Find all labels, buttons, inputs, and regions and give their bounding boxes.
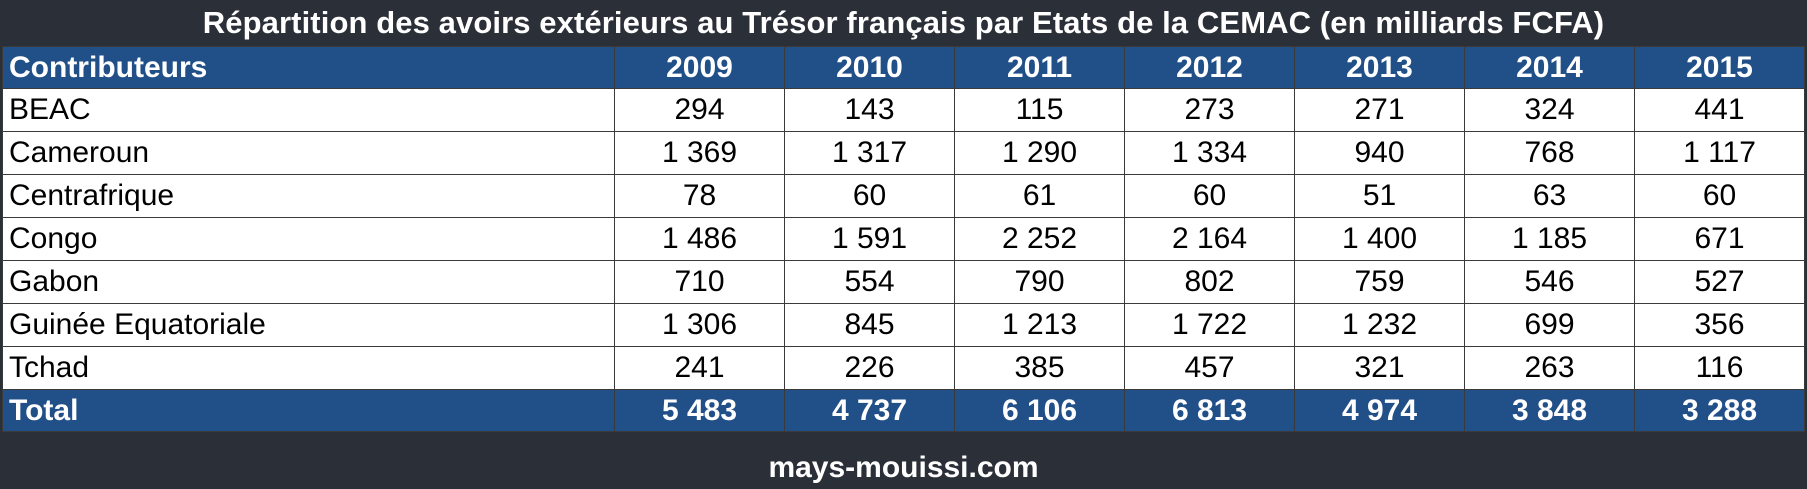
table-cell: 78 bbox=[614, 174, 785, 218]
table-cell: 385 bbox=[954, 346, 1125, 390]
row-label: Gabon bbox=[2, 260, 615, 304]
table-cell: 940 bbox=[1294, 131, 1465, 175]
header-row: Contributeurs 2009 2010 2011 2012 2013 2… bbox=[2, 46, 1805, 89]
total-row: Total 5 483 4 737 6 106 6 813 4 974 3 84… bbox=[2, 389, 1805, 432]
total-cell: 6 813 bbox=[1124, 389, 1295, 432]
table-row: Centrafrique 78 60 61 60 51 63 60 bbox=[2, 174, 1805, 218]
header-contributeurs: Contributeurs bbox=[2, 46, 615, 89]
table-cell: 845 bbox=[784, 303, 955, 347]
table-cell: 710 bbox=[614, 260, 785, 304]
table-row: BEAC 294 143 115 273 271 324 441 bbox=[2, 88, 1805, 132]
table-cell: 63 bbox=[1464, 174, 1635, 218]
table-cell: 802 bbox=[1124, 260, 1295, 304]
total-cell: 4 737 bbox=[784, 389, 955, 432]
chart-title: Répartition des avoirs extérieurs au Tré… bbox=[202, 5, 1605, 40]
table-cell: 759 bbox=[1294, 260, 1465, 304]
table-cell: 324 bbox=[1464, 88, 1635, 132]
table-row: Congo 1 486 1 591 2 252 2 164 1 400 1 18… bbox=[2, 217, 1805, 261]
table-cell: 768 bbox=[1464, 131, 1635, 175]
table-cell: 263 bbox=[1464, 346, 1635, 390]
table-cell: 241 bbox=[614, 346, 785, 390]
table-cell: 51 bbox=[1294, 174, 1465, 218]
table-cell: 1 306 bbox=[614, 303, 785, 347]
table-cell: 1 722 bbox=[1124, 303, 1295, 347]
row-label: Centrafrique bbox=[2, 174, 615, 218]
total-cell: 5 483 bbox=[614, 389, 785, 432]
table-cell: 457 bbox=[1124, 346, 1295, 390]
table-cell: 271 bbox=[1294, 88, 1465, 132]
table-cell: 1 232 bbox=[1294, 303, 1465, 347]
table-row: Cameroun 1 369 1 317 1 290 1 334 940 768… bbox=[2, 131, 1805, 175]
table-cell: 60 bbox=[784, 174, 955, 218]
table-row: Guinée Equatoriale 1 306 845 1 213 1 722… bbox=[2, 303, 1805, 347]
row-label: BEAC bbox=[2, 88, 615, 132]
table-cell: 1 334 bbox=[1124, 131, 1295, 175]
table-cell: 1 591 bbox=[784, 217, 955, 261]
source-credit: mays-mouissi.com bbox=[768, 450, 1039, 484]
table-cell: 356 bbox=[1634, 303, 1805, 347]
total-cell: 6 106 bbox=[954, 389, 1125, 432]
row-label: Cameroun bbox=[2, 131, 615, 175]
table-row: Gabon 710 554 790 802 759 546 527 bbox=[2, 260, 1805, 304]
table-cell: 1 185 bbox=[1464, 217, 1635, 261]
table-cell: 1 317 bbox=[784, 131, 955, 175]
header-year: 2012 bbox=[1124, 46, 1295, 89]
row-label: Tchad bbox=[2, 346, 615, 390]
header-year: 2013 bbox=[1294, 46, 1465, 89]
table-cell: 116 bbox=[1634, 346, 1805, 390]
table-cell: 1 486 bbox=[614, 217, 785, 261]
table-cell: 1 213 bbox=[954, 303, 1125, 347]
table-cell: 60 bbox=[1124, 174, 1295, 218]
table-cell: 1 117 bbox=[1634, 131, 1805, 175]
table-cell: 294 bbox=[614, 88, 785, 132]
header-year: 2014 bbox=[1464, 46, 1635, 89]
row-label: Congo bbox=[2, 217, 615, 261]
table-cell: 321 bbox=[1294, 346, 1465, 390]
header-year: 2009 bbox=[614, 46, 785, 89]
header-year: 2011 bbox=[954, 46, 1125, 89]
table-cell: 1 400 bbox=[1294, 217, 1465, 261]
table-cell: 2 164 bbox=[1124, 217, 1295, 261]
table-cell: 143 bbox=[784, 88, 955, 132]
table-cell: 60 bbox=[1634, 174, 1805, 218]
table-cell: 699 bbox=[1464, 303, 1635, 347]
table-cell: 671 bbox=[1634, 217, 1805, 261]
table-cell: 441 bbox=[1634, 88, 1805, 132]
table-cell: 527 bbox=[1634, 260, 1805, 304]
row-label: Guinée Equatoriale bbox=[2, 303, 615, 347]
table-cell: 115 bbox=[954, 88, 1125, 132]
table-cell: 1 290 bbox=[954, 131, 1125, 175]
table-cell: 790 bbox=[954, 260, 1125, 304]
table-cell: 61 bbox=[954, 174, 1125, 218]
total-label: Total bbox=[2, 389, 615, 432]
table-cell: 226 bbox=[784, 346, 955, 390]
header-year: 2015 bbox=[1634, 46, 1805, 89]
table-row: Tchad 241 226 385 457 321 263 116 bbox=[2, 346, 1805, 390]
data-table: Contributeurs 2009 2010 2011 2012 2013 2… bbox=[2, 46, 1805, 432]
table-cell: 1 369 bbox=[614, 131, 785, 175]
header-year: 2010 bbox=[784, 46, 955, 89]
table-cell: 554 bbox=[784, 260, 955, 304]
table-cell: 546 bbox=[1464, 260, 1635, 304]
table-cell: 273 bbox=[1124, 88, 1295, 132]
total-cell: 3 848 bbox=[1464, 389, 1635, 432]
total-cell: 3 288 bbox=[1634, 389, 1805, 432]
table-cell: 2 252 bbox=[954, 217, 1125, 261]
total-cell: 4 974 bbox=[1294, 389, 1465, 432]
